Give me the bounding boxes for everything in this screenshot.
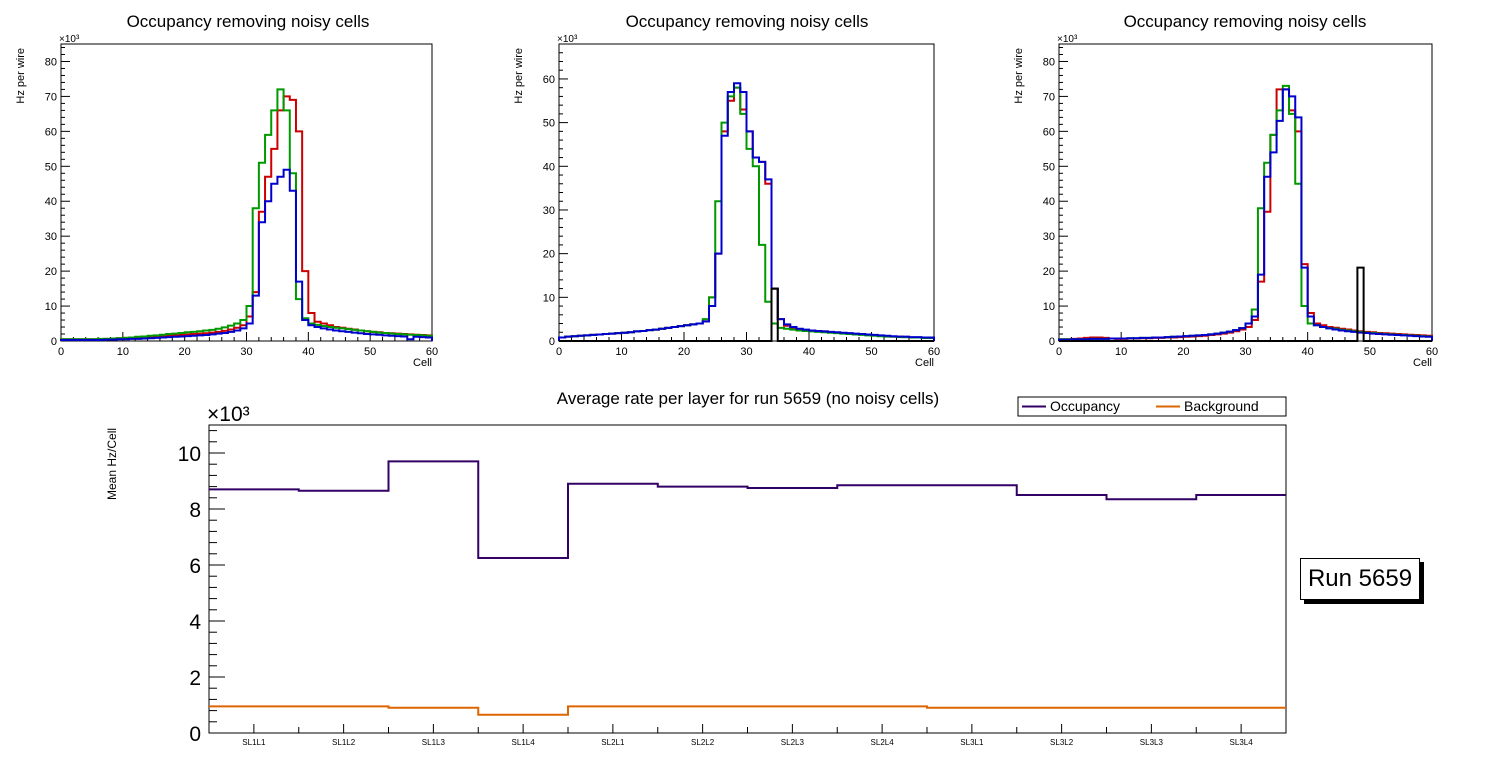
y-tick-label: 0 bbox=[549, 336, 555, 348]
x-category-label: SL3L2 bbox=[1050, 738, 1074, 747]
y-tick-label: 6 bbox=[189, 555, 201, 578]
y-tick-label: 70 bbox=[45, 91, 57, 103]
x-tick-label: 20 bbox=[1177, 346, 1189, 358]
y-tick-label: 8 bbox=[189, 499, 201, 522]
panel-1-frame bbox=[60, 43, 433, 342]
series-blue-line bbox=[558, 82, 935, 341]
y-multiplier: ×10³ bbox=[207, 403, 250, 426]
y-tick-label: 60 bbox=[45, 126, 57, 138]
y-tick-label: 20 bbox=[1043, 266, 1055, 278]
summary-series-occupancy-line bbox=[209, 460, 1286, 559]
x-axis-label: Cell bbox=[413, 357, 432, 369]
series-black-line bbox=[1059, 266, 1432, 342]
x-tick-label: 40 bbox=[803, 346, 815, 358]
y-tick-label: 2 bbox=[189, 667, 201, 690]
x-tick-label: 40 bbox=[1302, 346, 1314, 358]
x-category-label: SL3L1 bbox=[960, 738, 984, 747]
y-tick-label: 10 bbox=[543, 292, 555, 304]
x-tick-label: 0 bbox=[1056, 346, 1062, 358]
x-tick-label: 30 bbox=[1239, 346, 1251, 358]
y-multiplier: ×10³ bbox=[59, 34, 80, 45]
x-tick-label: 40 bbox=[302, 346, 314, 358]
x-tick-label: 60 bbox=[1426, 346, 1438, 358]
x-tick-label: 30 bbox=[740, 346, 752, 358]
y-axis-label: Hz per wire bbox=[15, 48, 27, 104]
x-category-label: SL2L4 bbox=[871, 738, 895, 747]
x-category-label: SL3L4 bbox=[1230, 738, 1254, 747]
x-tick-label: 60 bbox=[928, 346, 940, 358]
summary-series-background-line bbox=[209, 705, 1286, 716]
y-tick-label: 40 bbox=[543, 161, 555, 173]
x-category-label: SL1L2 bbox=[332, 738, 356, 747]
y-tick-label: 50 bbox=[45, 161, 57, 173]
y-axis-label: Hz per wire bbox=[1013, 48, 1025, 104]
panel-1-title: Occupancy removing noisy cells bbox=[127, 12, 370, 31]
x-category-label: SL1L1 bbox=[242, 738, 266, 747]
y-tick-label: 70 bbox=[1043, 91, 1055, 103]
y-tick-label: 80 bbox=[1043, 56, 1055, 68]
panel-3-title: Occupancy removing noisy cells bbox=[1124, 12, 1367, 31]
y-tick-label: 50 bbox=[1043, 161, 1055, 173]
x-tick-label: 30 bbox=[240, 346, 252, 358]
legend-label-background: Background bbox=[1184, 398, 1259, 414]
panel-3-frame bbox=[1058, 43, 1433, 342]
y-tick-label: 80 bbox=[45, 56, 57, 68]
y-tick-label: 50 bbox=[543, 118, 555, 130]
summary-frame bbox=[208, 424, 1287, 734]
x-tick-label: 50 bbox=[1364, 346, 1376, 358]
y-tick-label: 30 bbox=[45, 231, 57, 243]
y-tick-label: 40 bbox=[1043, 196, 1055, 208]
x-tick-label: 20 bbox=[179, 346, 191, 358]
y-multiplier: ×10³ bbox=[557, 34, 578, 45]
y-tick-label: 0 bbox=[189, 723, 201, 746]
panel-2-title: Occupancy removing noisy cells bbox=[626, 12, 869, 31]
x-tick-label: 10 bbox=[615, 346, 627, 358]
series-green-line bbox=[1058, 84, 1433, 341]
summary-title: Average rate per layer for run 5659 (no … bbox=[557, 389, 939, 408]
x-category-label: SL2L2 bbox=[691, 738, 715, 747]
y-tick-label: 30 bbox=[543, 205, 555, 217]
x-tick-label: 0 bbox=[58, 346, 64, 358]
x-category-label: SL3L3 bbox=[1140, 738, 1164, 747]
panel-2-frame bbox=[558, 43, 935, 342]
x-tick-label: 0 bbox=[556, 346, 562, 358]
series-green-line bbox=[60, 88, 433, 341]
y-multiplier: ×10³ bbox=[1057, 34, 1078, 45]
x-tick-label: 20 bbox=[678, 346, 690, 358]
x-category-label: SL1L4 bbox=[512, 738, 536, 747]
legend-label-occupancy: Occupancy bbox=[1050, 398, 1120, 414]
x-tick-label: 50 bbox=[865, 346, 877, 358]
y-tick-label: 20 bbox=[543, 249, 555, 261]
x-axis-label: Cell bbox=[1413, 357, 1432, 369]
x-category-label: SL1L3 bbox=[422, 738, 446, 747]
x-tick-label: 10 bbox=[117, 346, 129, 358]
y-tick-label: 30 bbox=[1043, 231, 1055, 243]
x-tick-label: 60 bbox=[426, 346, 438, 358]
legend-box bbox=[1017, 396, 1287, 417]
y-tick-label: 0 bbox=[1049, 336, 1055, 348]
y-tick-label: 40 bbox=[45, 196, 57, 208]
run-label-box: Run 5659 bbox=[1300, 558, 1420, 600]
series-red-line bbox=[1058, 88, 1433, 341]
y-tick-label: 4 bbox=[189, 611, 201, 634]
x-category-label: SL2L1 bbox=[601, 738, 625, 747]
y-tick-label: 60 bbox=[1043, 126, 1055, 138]
y-tick-label: 0 bbox=[51, 336, 57, 348]
x-tick-label: 10 bbox=[1115, 346, 1127, 358]
y-tick-label: 10 bbox=[1043, 301, 1055, 313]
series-blue-line bbox=[1058, 88, 1433, 341]
y-tick-label: 10 bbox=[45, 301, 57, 313]
y-tick-label: 10 bbox=[178, 443, 201, 466]
series-blue-line bbox=[60, 168, 433, 341]
x-category-label: SL2L3 bbox=[781, 738, 805, 747]
y-axis-label: Hz per wire bbox=[513, 48, 525, 104]
x-tick-label: 50 bbox=[364, 346, 376, 358]
y-tick-label: 20 bbox=[45, 266, 57, 278]
y-axis-label: Mean Hz/Cell bbox=[105, 428, 119, 500]
y-tick-label: 60 bbox=[543, 74, 555, 86]
x-axis-label: Cell bbox=[915, 357, 934, 369]
series-black-line bbox=[559, 287, 934, 342]
series-red-line bbox=[60, 95, 433, 341]
